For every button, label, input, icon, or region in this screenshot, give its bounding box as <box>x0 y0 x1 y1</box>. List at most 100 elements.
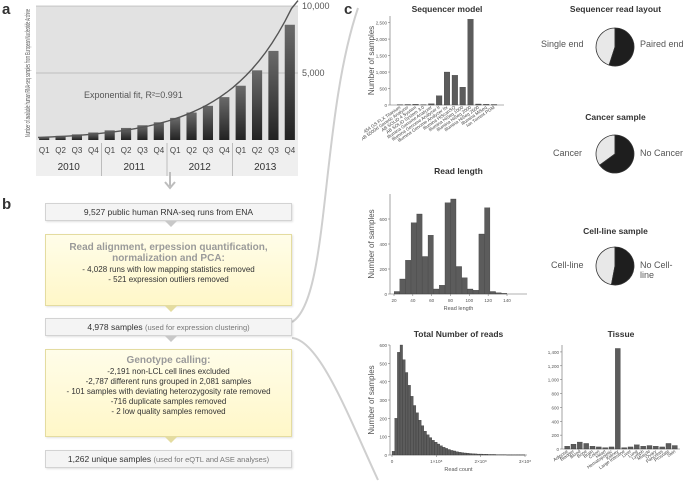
data-bar <box>442 447 446 456</box>
data-bar <box>570 443 577 450</box>
data-bar <box>410 396 414 456</box>
data-bar <box>439 285 445 295</box>
x-tick-label: 60 <box>429 298 435 303</box>
data-bar <box>407 385 411 456</box>
data-bar <box>479 453 483 456</box>
data-bar <box>589 446 596 450</box>
year-label: 2012 <box>189 162 212 173</box>
data-bar <box>659 446 665 450</box>
chart-tissue: Tissue02004006008001,0001,2001,400Adipos… <box>548 329 680 470</box>
exponential-fit-curve <box>37 0 299 139</box>
fit-label: Exponential fit, R²=0.991 <box>84 90 183 100</box>
data-bar <box>436 95 443 106</box>
data-bar <box>393 291 400 295</box>
data-bar <box>490 454 494 456</box>
y-tick-label: 1,000 <box>376 70 388 75</box>
flow-box-unique-samples: 1,262 unique samples (used for eQTL and … <box>45 450 292 468</box>
pie-title-read-layout: Sequencer read layout <box>569 4 662 14</box>
y-tick-label: 800 <box>551 392 559 397</box>
data-bar <box>583 443 589 450</box>
growth-bar <box>153 122 164 140</box>
quarter-label: Q4 <box>88 146 99 155</box>
flow-box-ena-runs: 9,527 public human RNA-seq runs from ENA <box>45 203 292 221</box>
y-tick-label: 400 <box>379 380 387 385</box>
x-tick-label: 120 <box>484 298 492 303</box>
growth-bar <box>39 137 50 140</box>
growth-bar <box>88 132 99 140</box>
y-tick-label: 200 <box>379 416 387 421</box>
pie-read-layout <box>595 27 635 67</box>
pie-label-no-cell-line: No Cell-line <box>640 260 673 280</box>
data-bar <box>482 454 486 456</box>
y-tick-label: 0 <box>384 292 387 297</box>
funnel-upper <box>291 7 359 323</box>
data-bar <box>646 445 653 450</box>
panel-letter-b: b <box>2 196 12 213</box>
data-bar <box>627 446 634 450</box>
flow-arrow-4 <box>165 437 177 443</box>
y-axis-label: Number of samples <box>367 209 376 278</box>
quarter-label: Q3 <box>72 146 83 155</box>
data-bar <box>423 431 427 456</box>
pie-slice-cancer <box>595 134 616 166</box>
data-bar <box>450 198 457 295</box>
data-bar <box>485 454 488 456</box>
flow-box-genotype-line-4: -716 duplicate samples removed <box>110 397 227 406</box>
flow-box-genotype-line-3: - 101 samples with deviating heterozygos… <box>66 387 271 396</box>
category-label: Brain <box>582 448 594 459</box>
data-bar <box>634 444 640 450</box>
data-bar <box>461 277 468 295</box>
chart-title: Read length <box>434 166 483 176</box>
pie-slice-single-end <box>595 27 616 66</box>
growth-bar <box>71 134 83 140</box>
x-tick-label: 2×10⁸ <box>475 459 487 464</box>
y-tick-label: 1,500 <box>376 54 388 59</box>
data-bar <box>615 348 621 450</box>
data-bar <box>450 450 454 456</box>
data-bar <box>477 453 480 456</box>
flow-box-genotype: Genotype calling: -2,191 non-LCL cell li… <box>45 349 292 437</box>
pie-title-cancer: Cancer sample <box>585 112 646 122</box>
panel-letter-a: a <box>2 1 11 18</box>
data-bar <box>428 103 435 106</box>
pie-label-paired-end: Paired end <box>640 39 684 49</box>
y-axis-label: Number of samples <box>367 26 376 95</box>
flow-arrow-2 <box>165 306 177 312</box>
y-tick-label: 300 <box>379 398 387 403</box>
y-tick-label: 2,000 <box>376 37 388 42</box>
panel-letter-c: c <box>344 1 353 18</box>
quarter-label: Q1 <box>170 146 181 155</box>
data-bar <box>459 87 466 106</box>
flow-box-unique-samples-main: 1,262 unique samples <box>67 454 152 464</box>
growth-bar <box>235 85 246 140</box>
data-bar <box>439 445 443 456</box>
flow-box-alignment-line-2: - 521 expression outliers removed <box>108 275 229 284</box>
data-bar <box>483 104 490 106</box>
flow-box-genotype-line-1: -2,191 non-LCL cell lines excluded <box>107 367 230 376</box>
y-tick-label: 2,500 <box>376 21 388 26</box>
data-bar <box>412 104 419 106</box>
category-label: Colon <box>588 448 601 459</box>
growth-bar <box>268 50 279 140</box>
data-bar <box>429 437 432 456</box>
y-tick-label: 600 <box>551 405 559 410</box>
y-tick-label: 5,000 <box>302 68 325 78</box>
flow-box-genotype-head: Genotype calling: <box>126 355 211 366</box>
data-bar <box>422 256 428 295</box>
quarter-label: Q2 <box>186 146 197 155</box>
x-tick-label: 3×10⁸ <box>519 459 531 464</box>
chart-title: Tissue <box>608 329 635 339</box>
quarter-label: Q3 <box>203 146 214 155</box>
y-tick-label: 1,000 <box>548 378 560 383</box>
quarter-label: Q4 <box>219 146 230 155</box>
quarter-label: Q4 <box>284 146 295 155</box>
data-bar <box>405 372 409 456</box>
data-bar <box>394 418 398 456</box>
quarter-label: Q3 <box>268 146 279 155</box>
y-tick-label: 600 <box>379 343 387 348</box>
data-bar <box>487 454 491 456</box>
connector-a-to-b <box>164 172 176 190</box>
data-bar <box>445 448 448 456</box>
chart-growth: 10,000 5,000 Number of available human RNA… <box>23 0 330 176</box>
pie-title-cell-line: Cell-line sample <box>583 226 648 236</box>
